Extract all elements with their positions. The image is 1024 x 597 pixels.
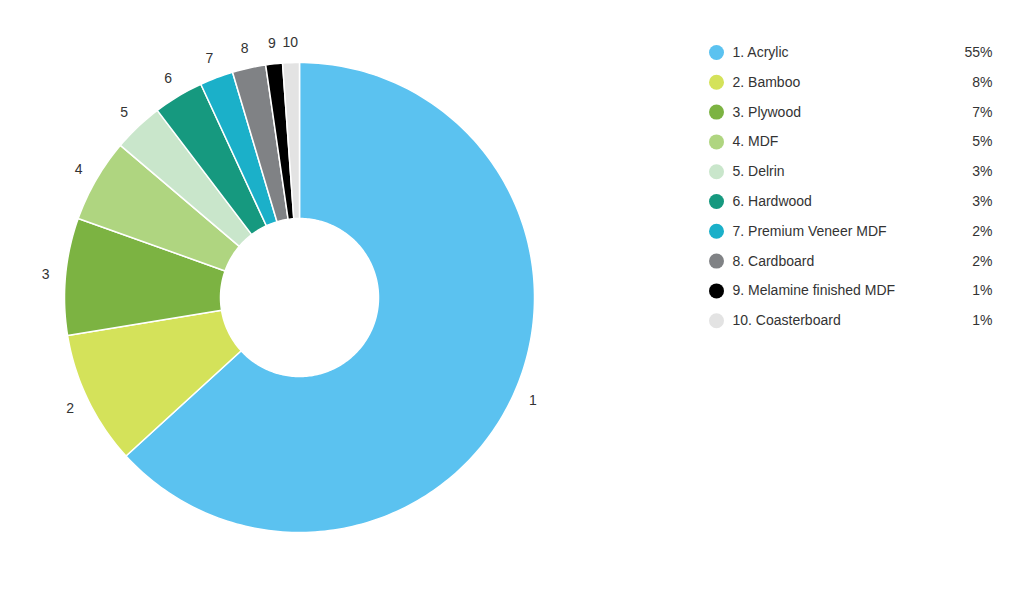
svg-text:4. MDF: 4. MDF bbox=[733, 133, 779, 149]
svg-text:2. Bamboo: 2. Bamboo bbox=[733, 74, 801, 90]
svg-text:1%: 1% bbox=[972, 282, 992, 298]
svg-text:4: 4 bbox=[75, 161, 83, 177]
svg-text:55%: 55% bbox=[964, 44, 992, 60]
svg-text:1. Acrylic: 1. Acrylic bbox=[733, 44, 789, 60]
svg-text:2: 2 bbox=[66, 400, 74, 416]
svg-text:2%: 2% bbox=[972, 223, 992, 239]
svg-text:9: 9 bbox=[268, 35, 276, 51]
svg-text:3%: 3% bbox=[972, 163, 992, 179]
svg-text:2%: 2% bbox=[972, 253, 992, 269]
svg-text:3. Plywood: 3. Plywood bbox=[733, 104, 801, 120]
svg-text:10. Coasterboard: 10. Coasterboard bbox=[733, 312, 841, 328]
svg-text:3%: 3% bbox=[972, 193, 992, 209]
svg-text:8: 8 bbox=[241, 40, 249, 56]
svg-text:5: 5 bbox=[120, 104, 128, 120]
svg-text:3: 3 bbox=[42, 266, 50, 282]
svg-text:7%: 7% bbox=[972, 104, 992, 120]
svg-text:7. Premium Veneer MDF: 7. Premium Veneer MDF bbox=[733, 223, 887, 239]
svg-text:5%: 5% bbox=[972, 133, 992, 149]
svg-text:7: 7 bbox=[206, 50, 214, 66]
svg-text:6. Hardwood: 6. Hardwood bbox=[733, 193, 812, 209]
svg-text:1%: 1% bbox=[972, 312, 992, 328]
svg-text:8. Cardboard: 8. Cardboard bbox=[733, 253, 815, 269]
svg-text:5. Delrin: 5. Delrin bbox=[733, 163, 785, 179]
svg-text:6: 6 bbox=[164, 70, 172, 86]
svg-text:10: 10 bbox=[283, 34, 299, 50]
svg-text:9. Melamine finished MDF: 9. Melamine finished MDF bbox=[733, 282, 896, 298]
svg-text:8%: 8% bbox=[972, 74, 992, 90]
svg-text:1: 1 bbox=[529, 392, 537, 408]
